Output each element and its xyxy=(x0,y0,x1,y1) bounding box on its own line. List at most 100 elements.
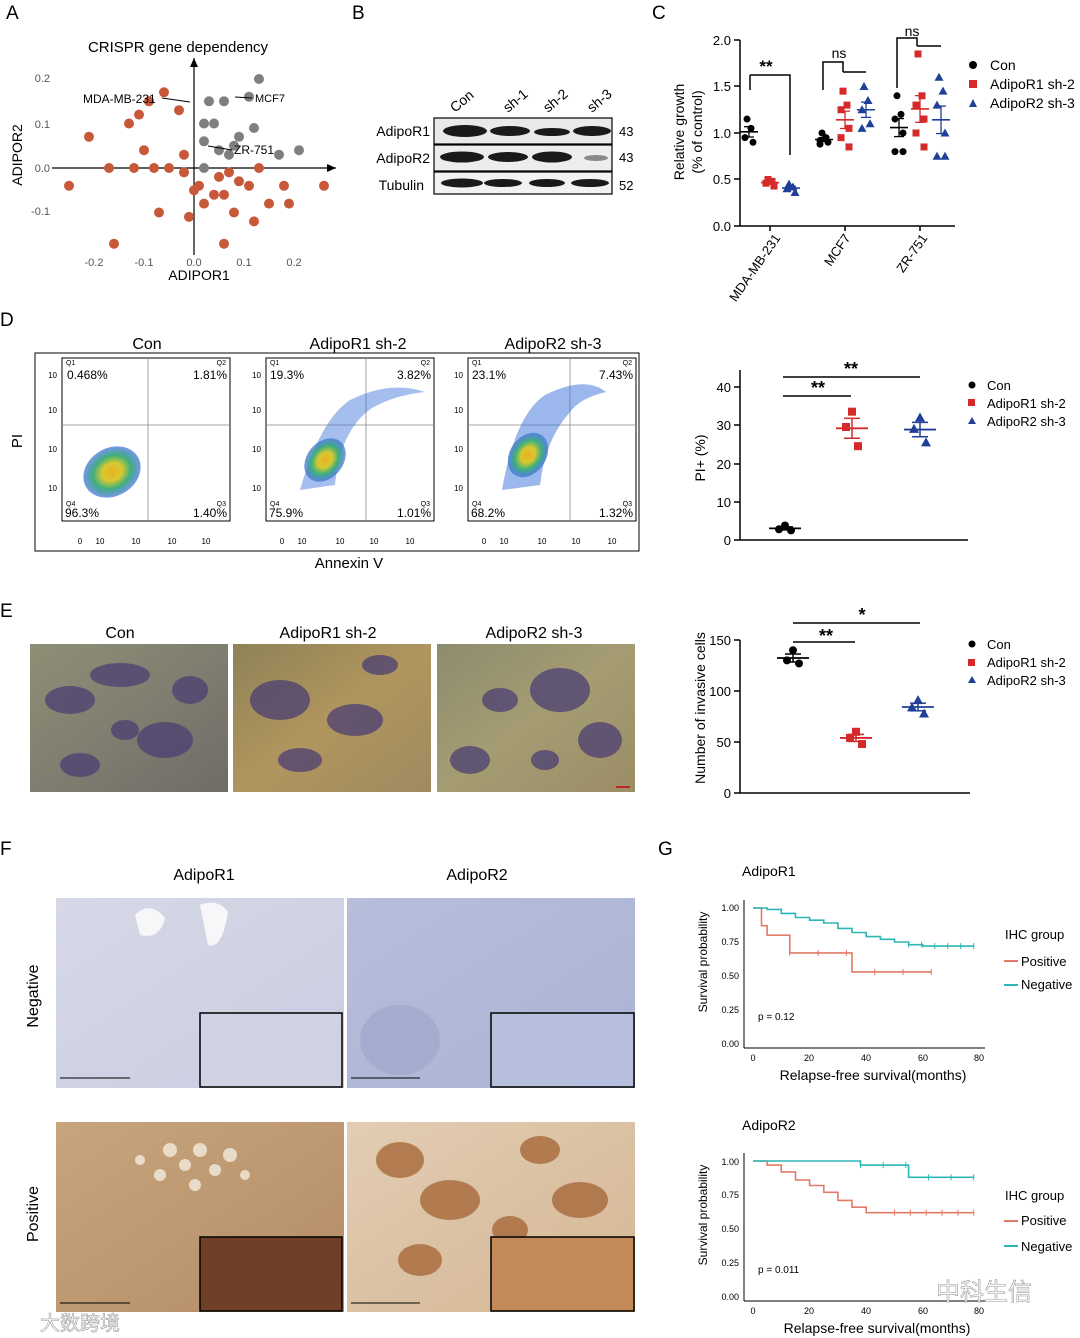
panel-a-leader-zr xyxy=(207,145,233,151)
panel-a-points xyxy=(64,74,329,249)
data-point xyxy=(865,119,875,128)
km-curve-negative xyxy=(753,1160,974,1179)
flow-xtick: 10 xyxy=(370,537,379,546)
km-xtick: 80 xyxy=(974,1306,984,1316)
flow-ytick: 10 xyxy=(48,406,57,415)
blot-band xyxy=(488,152,528,162)
panel-c-legend: Con AdipoR1 sh-2 AdipoR2 sh-3 xyxy=(969,57,1075,111)
panel-a-xtick: -0.2 xyxy=(85,257,104,269)
km-legend-label: Positive xyxy=(1021,954,1067,969)
scatter-point-dependent xyxy=(264,198,274,209)
ihc-tissue-gap xyxy=(135,902,228,946)
km-legend-label: Negative xyxy=(1021,977,1072,992)
scatter-point-cell-line xyxy=(219,96,229,107)
flow-density-cloud xyxy=(83,446,141,498)
scatter-point-dependent xyxy=(154,207,164,218)
watermark-left-text: 大数跨境 xyxy=(40,1312,120,1335)
panel-label-c: C xyxy=(652,3,666,24)
km-ytick: 1.00 xyxy=(721,1157,739,1167)
blot-band xyxy=(529,179,565,187)
data-point xyxy=(938,86,948,95)
flow-ytick: 10 xyxy=(454,406,463,415)
flow-quadrant-name: Q1 xyxy=(66,360,75,367)
panel-a-ytick: 0.2 xyxy=(35,73,50,85)
data-point xyxy=(859,82,869,90)
ihc-inset xyxy=(199,1012,343,1088)
panel-d-points xyxy=(769,407,936,535)
flow-quadrant-name: Q4 xyxy=(472,501,481,508)
flow-xtick: 10 xyxy=(168,537,177,546)
scatter-point-cell-line xyxy=(249,123,259,133)
flow-xtick: 0 xyxy=(78,537,83,546)
flow-quadrant-name: Q2 xyxy=(217,360,226,367)
panel-c-points xyxy=(740,50,950,197)
panel-a-ytick: -0.1 xyxy=(31,206,50,218)
data-point xyxy=(914,50,922,58)
km-xtick: 60 xyxy=(918,1053,928,1063)
panel-a-x-arrow xyxy=(327,164,336,172)
data-point xyxy=(915,412,925,422)
flow-q4-value: 68.2% xyxy=(471,506,505,520)
ihc-tissue-nest xyxy=(360,1005,440,1075)
scatter-point-dependent xyxy=(199,198,209,209)
invasion-image-title: Con xyxy=(105,625,134,642)
km-xtick: 0 xyxy=(750,1053,755,1063)
scatter-point-cell-line xyxy=(214,145,224,156)
km-ytick: 1.00 xyxy=(721,903,739,913)
scatter-point-dependent xyxy=(249,216,259,227)
blot-band xyxy=(441,178,483,188)
ihc-column-title: AdipoR2 xyxy=(446,867,507,884)
blot-band xyxy=(443,125,487,137)
ihc-fat-vacuoles xyxy=(135,1143,250,1191)
legend-marker-circle xyxy=(969,61,977,69)
panel-b-western-blot: Con sh-1 sh-2 sh-3 AdipoR1 AdipoR2 Tubul… xyxy=(376,85,633,195)
panel-e-ytick: 0 xyxy=(724,786,731,801)
panel-d-sig: ** xyxy=(811,378,825,398)
scatter-point-dependent xyxy=(129,163,139,173)
panel-a-ytick: 0.0 xyxy=(35,163,50,175)
data-point xyxy=(837,106,845,114)
panel-a-xlabel: ADIPOR1 xyxy=(168,267,230,283)
ihc-inset xyxy=(490,1012,635,1088)
blot-lane-label: Con xyxy=(447,87,477,116)
ihc-inset xyxy=(490,1236,635,1312)
km-ylabel: Survival probability xyxy=(696,1165,710,1266)
panel-e-ylabel: Number of invasive cells xyxy=(692,632,708,784)
panel-a-xtick: 0.0 xyxy=(186,257,201,269)
flow-ytick: 10 xyxy=(252,371,261,380)
km-ytick: 0.75 xyxy=(721,937,739,947)
km-ytick: 0.00 xyxy=(721,1292,739,1302)
km-xlabel: Relapse-free survival(months) xyxy=(784,1320,971,1336)
data-point xyxy=(795,659,803,668)
panel-e-points xyxy=(777,646,934,749)
flow-ytick: 10 xyxy=(48,484,57,493)
flow-q1-value: 23.1% xyxy=(472,368,506,382)
legend-label: Con xyxy=(990,57,1016,73)
panel-d-frame xyxy=(34,352,640,552)
invasion-cell-clusters xyxy=(45,655,622,777)
data-point xyxy=(845,143,853,151)
panel-e-sig: ** xyxy=(819,626,833,646)
scatter-point-dependent xyxy=(229,207,239,218)
flow-plot-adipor1: Q1 Q2 Q3 Q4 19.3% 3.82% 1.01% 75.9% xyxy=(265,357,435,522)
data-point xyxy=(852,727,860,736)
flow-quadrant-name: Q3 xyxy=(623,501,632,508)
scatter-point-cell-line xyxy=(274,149,284,160)
flow-density-cloud xyxy=(304,438,346,482)
legend-marker-triangle xyxy=(969,99,977,107)
flow-quadrant-name: Q1 xyxy=(270,360,279,367)
data-point xyxy=(897,110,905,118)
flow-ytick: 10 xyxy=(252,445,261,454)
data-point xyxy=(749,138,757,146)
scatter-point-dependent xyxy=(194,180,204,191)
data-point xyxy=(741,134,749,142)
scatter-point-dependent xyxy=(284,198,294,209)
panel-a-annotation-mcf7: MCF7 xyxy=(255,93,285,105)
blot-band xyxy=(584,155,608,161)
flow-ytick: 10 xyxy=(454,371,463,380)
data-point xyxy=(858,740,866,749)
data-point xyxy=(764,176,772,183)
data-point xyxy=(912,101,920,109)
km-xtick: 40 xyxy=(861,1053,871,1063)
panel-d-ytick: 30 xyxy=(717,418,731,433)
